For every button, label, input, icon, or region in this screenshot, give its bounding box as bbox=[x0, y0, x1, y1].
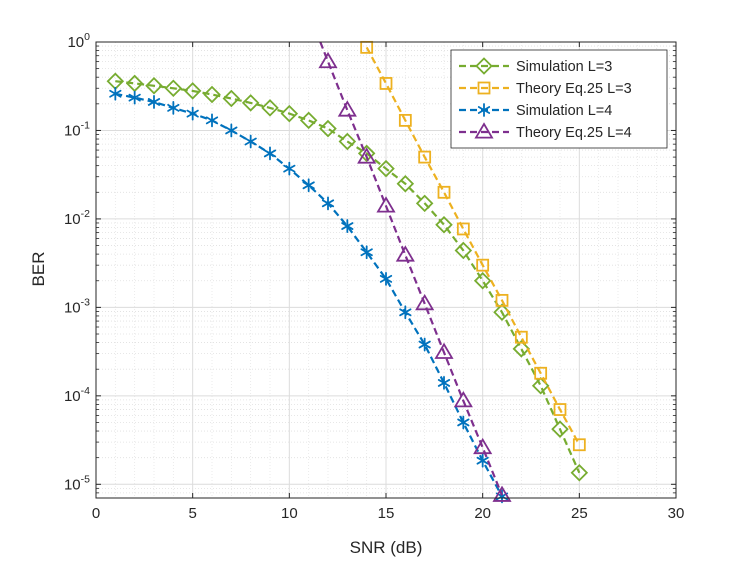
data-point bbox=[186, 106, 199, 121]
data-point bbox=[476, 258, 490, 272]
legend-marker bbox=[477, 103, 491, 117]
series-2 bbox=[360, 40, 586, 452]
data-point bbox=[109, 86, 122, 101]
data-point bbox=[205, 113, 219, 128]
data-point bbox=[476, 453, 489, 468]
series-line bbox=[115, 80, 581, 474]
x-tick-label: 10 bbox=[281, 505, 298, 522]
y-axis-title: BER bbox=[29, 252, 48, 287]
data-point bbox=[241, 94, 260, 112]
y-tick-label: 10-3 bbox=[64, 296, 90, 316]
y-tick-label: 10-4 bbox=[64, 385, 90, 405]
data-point bbox=[572, 438, 586, 452]
data-point bbox=[337, 100, 357, 117]
data-point bbox=[415, 194, 434, 213]
y-tick-label: 100 bbox=[67, 31, 90, 51]
data-point bbox=[376, 196, 396, 213]
data-point bbox=[570, 463, 589, 482]
legend-label: Theory Eq.25 L=3 bbox=[516, 81, 632, 97]
data-point bbox=[338, 132, 357, 151]
x-tick-label: 30 bbox=[668, 505, 685, 522]
data-point bbox=[222, 89, 241, 108]
data-point bbox=[360, 245, 373, 260]
x-tick-label: 25 bbox=[571, 505, 588, 522]
data-point bbox=[437, 376, 451, 390]
x-tick-label: 15 bbox=[378, 505, 395, 522]
data-point bbox=[128, 90, 141, 105]
series-3 bbox=[109, 86, 509, 504]
data-point bbox=[534, 366, 548, 380]
data-point bbox=[512, 340, 531, 358]
data-point bbox=[495, 293, 509, 307]
data-point bbox=[551, 420, 569, 438]
data-point bbox=[261, 99, 279, 117]
data-point bbox=[434, 342, 454, 359]
data-point bbox=[453, 390, 473, 408]
data-point bbox=[377, 159, 395, 178]
data-point bbox=[280, 104, 299, 123]
series-layer bbox=[106, 40, 589, 504]
data-point bbox=[492, 485, 512, 502]
data-point bbox=[319, 119, 337, 138]
data-point bbox=[225, 123, 238, 138]
y-tick-label: 10-5 bbox=[64, 473, 90, 493]
x-tick-label: 0 bbox=[92, 505, 100, 522]
data-point bbox=[379, 77, 393, 90]
data-point bbox=[379, 271, 393, 286]
data-point bbox=[167, 100, 180, 115]
data-point bbox=[321, 196, 335, 211]
axes: 0 5 10 15 20 25 30 100 10-1 10-2 10-3 10-4 10-5 bbox=[64, 31, 684, 522]
data-point bbox=[396, 174, 415, 193]
data-point bbox=[399, 305, 412, 320]
data-point bbox=[145, 77, 163, 95]
data-point bbox=[398, 113, 412, 127]
data-point bbox=[302, 178, 315, 193]
data-point bbox=[164, 79, 183, 98]
data-point bbox=[183, 82, 202, 100]
series-line bbox=[115, 92, 503, 497]
data-point bbox=[318, 51, 338, 69]
legend-label: Theory Eq.25 L=4 bbox=[516, 125, 632, 141]
data-point bbox=[456, 222, 470, 236]
legend-marker bbox=[474, 122, 494, 139]
x-axis-title: SNR (dB) bbox=[350, 538, 423, 557]
data-point bbox=[341, 219, 354, 233]
data-point bbox=[435, 215, 453, 234]
data-point bbox=[203, 85, 221, 104]
data-point bbox=[437, 185, 451, 199]
y-tick-label: 10-1 bbox=[64, 119, 90, 139]
data-point bbox=[263, 146, 277, 161]
data-point bbox=[244, 134, 257, 149]
series-line bbox=[319, 41, 504, 496]
series-1 bbox=[106, 72, 589, 482]
data-point bbox=[357, 144, 376, 163]
data-point bbox=[283, 161, 296, 176]
legend: Simulation L=3 Theory Eq.25 L=3 Simulation… bbox=[450, 49, 668, 149]
legend-label: Simulation L=3 bbox=[516, 59, 612, 75]
x-tick-label: 5 bbox=[188, 505, 196, 522]
data-point bbox=[457, 415, 470, 430]
y-tick-label: 10-2 bbox=[64, 208, 90, 228]
x-tick-label: 20 bbox=[474, 505, 491, 522]
data-point bbox=[395, 245, 415, 262]
data-point bbox=[147, 95, 161, 109]
data-point bbox=[418, 337, 431, 352]
data-point bbox=[454, 241, 473, 260]
series-4 bbox=[318, 41, 512, 502]
legend-label: Simulation L=4 bbox=[516, 103, 612, 119]
data-point bbox=[553, 403, 567, 416]
data-point bbox=[299, 111, 318, 130]
data-point bbox=[415, 293, 435, 311]
data-point bbox=[473, 271, 492, 290]
legend-marker bbox=[477, 81, 491, 95]
legend-marker bbox=[475, 57, 493, 75]
data-point bbox=[514, 330, 528, 344]
data-point bbox=[418, 150, 432, 164]
data-point bbox=[473, 437, 493, 455]
data-point bbox=[357, 147, 377, 164]
